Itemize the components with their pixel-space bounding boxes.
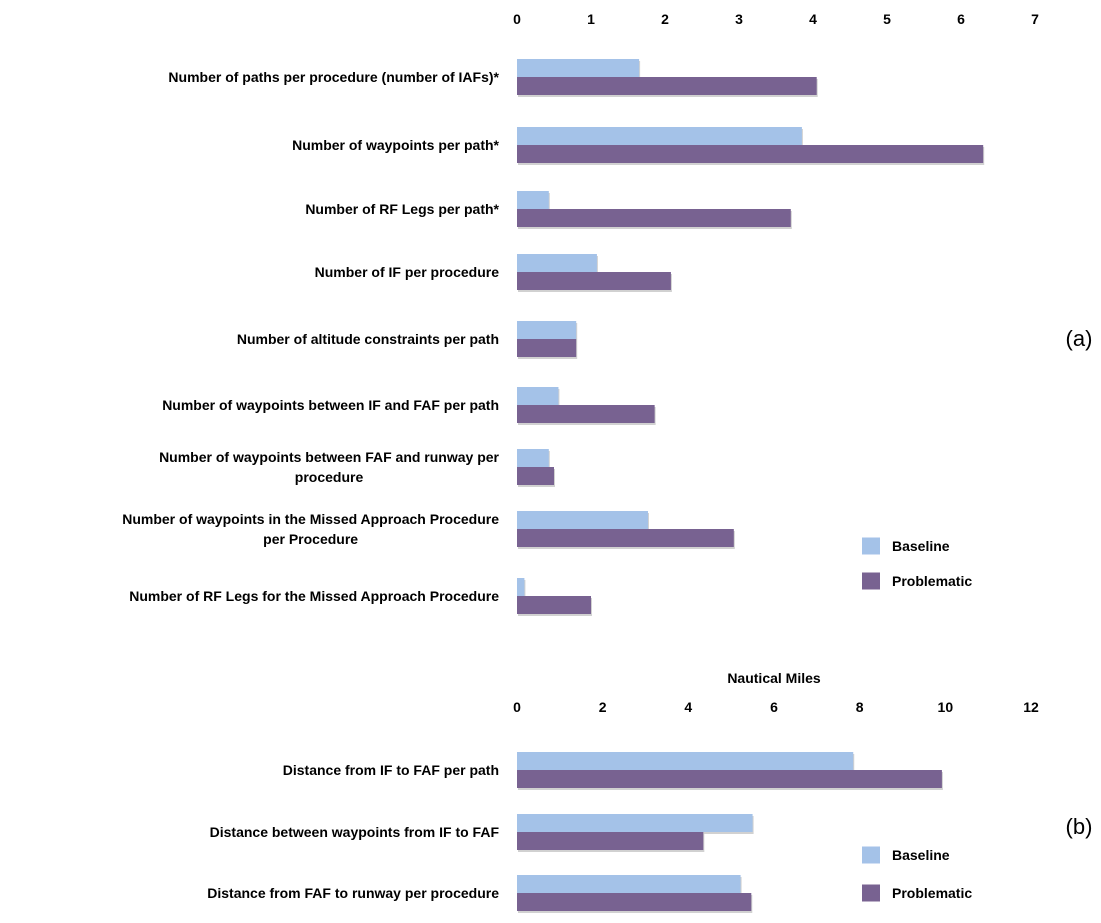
panel-b-tick-label: 0 [513,699,521,715]
panel-b-tick-label: 8 [856,699,864,715]
panel-b-legend-label: Problematic [892,885,972,901]
panel-a-legend-label: Baseline [892,538,950,554]
panel-b-legend-label: Baseline [892,847,950,863]
panel-b-tick-label: 4 [684,699,692,715]
panel-a-bar-baseline [517,191,549,209]
panel-a-bar-baseline [517,321,577,339]
panel-a-bar-problematic [517,467,554,485]
panel-a-category-label: Number of waypoints per path* [292,137,499,153]
panel-a-bar-problematic [517,209,791,227]
panel-a-bar-baseline [517,127,802,145]
panel-a-bar-problematic [517,272,671,290]
panel-a-category-label: Number of waypoints between IF and FAF p… [162,397,499,413]
panel-b-tick-label: 6 [770,699,778,715]
panel-a-bar-problematic [517,339,577,357]
panel-b-bar-baseline [517,814,753,832]
panel-a-bar-baseline [517,387,559,405]
panel-b-bar-problematic [517,893,752,911]
panel-a-category-label: Number of altitude constraints per path [237,331,499,347]
panel-b-label: (b) [1066,814,1093,839]
panel-b-axis-title: Nautical Miles [727,670,821,686]
panel-b-bar-baseline [517,752,854,770]
panel-a-bar-baseline [517,59,640,77]
panel-a-category-label: Number of RF Legs for the Missed Approac… [129,588,499,604]
panel-a-legend-swatch [862,572,880,590]
panel-a-tick-label: 3 [735,11,743,27]
panel-a-bar-baseline [517,254,597,272]
panel-a-bar-baseline [517,449,549,467]
panel-a-tick-label: 4 [809,11,817,27]
panel-b-category-label: Distance between waypoints from IF to FA… [210,824,500,840]
panel-a-bar-problematic [517,405,655,423]
panel-b-bar-problematic [517,770,942,788]
panel-a-tick-label: 5 [883,11,891,27]
panel-a-bar-problematic [517,77,817,95]
panel-a-category-label: Number of IF per procedure [315,264,500,280]
panel-b-tick-label: 12 [1023,699,1039,715]
panel-b-bar-problematic [517,832,704,850]
panel-b-bar-baseline [517,875,741,893]
panel-a-tick-label: 1 [587,11,595,27]
panel-a-legend-label: Problematic [892,573,972,589]
panel-a-category-label: Number of waypoints between FAF and runw… [159,449,499,485]
panel-a-bar-baseline [517,578,525,596]
panel-b-legend-swatch [862,846,880,864]
panel-b-tick-label: 10 [938,699,954,715]
panel-b-tick-label: 2 [599,699,607,715]
panel-a-tick-label: 7 [1031,11,1039,27]
panel-b-category-label: Distance from FAF to runway per procedur… [207,885,499,901]
panel-a-tick-label: 0 [513,11,521,27]
panel-a-category-label: Number of paths per procedure (number of… [168,69,499,85]
panel-a-bar-problematic [517,529,734,547]
panel-a-bar-problematic [517,145,984,163]
panel-a-tick-label: 6 [957,11,965,27]
panel-a-bar-baseline [517,511,648,529]
panel-b-legend-swatch [862,884,880,902]
panel-a-legend-swatch [862,537,880,555]
panel-a-bar-problematic [517,596,591,614]
panel-b-category-label: Distance from IF to FAF per path [283,762,499,778]
panel-a-category-label: Number of RF Legs per path* [305,201,499,217]
panel-a-category-label: Number of waypoints in the Missed Approa… [122,511,499,547]
panel-a-label: (a) [1066,326,1093,351]
panel-a-tick-label: 2 [661,11,669,27]
